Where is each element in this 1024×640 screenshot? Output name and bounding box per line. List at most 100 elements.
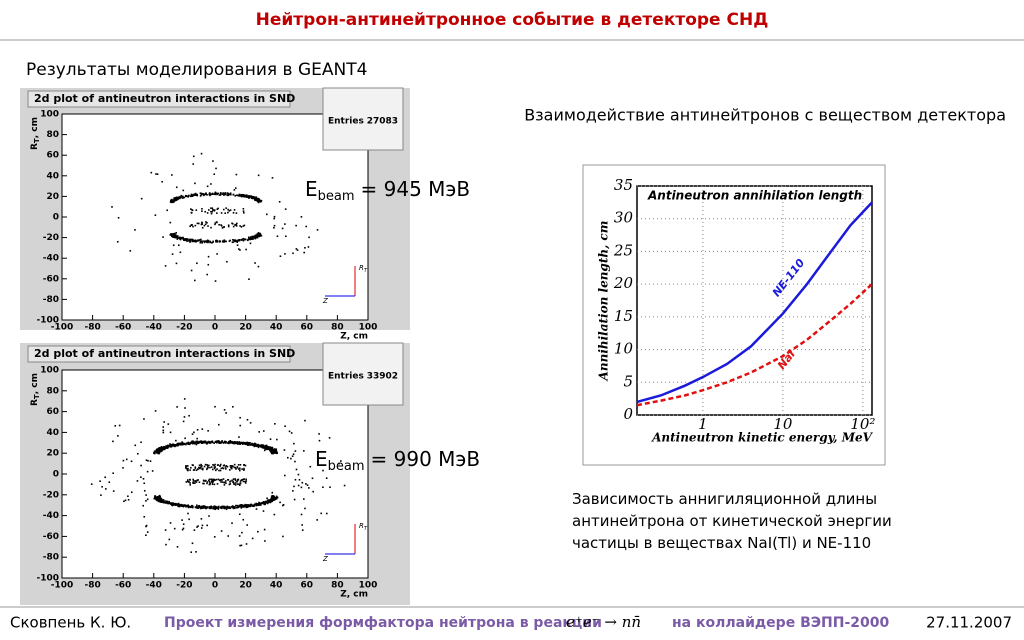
event-dot (247, 195, 250, 198)
event-dot (240, 194, 243, 196)
event-dot (269, 498, 272, 501)
event-dot (196, 442, 199, 445)
event-dot (112, 472, 114, 474)
event-dot (266, 497, 268, 500)
event-dot (189, 482, 191, 484)
event-dot (182, 236, 184, 239)
event-dot (190, 466, 192, 469)
event-dot (186, 468, 188, 471)
event-dot (184, 437, 186, 440)
y-tick-label: 100 (40, 366, 59, 376)
event-dot (284, 253, 286, 255)
event-dot (170, 234, 172, 236)
event-dot (207, 430, 209, 432)
event-dot (211, 479, 214, 482)
event-dot (206, 481, 209, 483)
event-dot (240, 479, 243, 482)
event-dot (180, 503, 183, 506)
event-dot (190, 239, 192, 241)
event-dot (193, 442, 195, 444)
event-dot (205, 507, 207, 509)
event-dot (191, 542, 194, 545)
event-dot (207, 466, 209, 469)
y-tick-label: -40 (43, 254, 59, 264)
event-dot (236, 222, 238, 225)
footer-project-end: на коллайдере ВЭПП-2000 (672, 615, 889, 631)
event-dot (156, 448, 159, 451)
event-dot (196, 193, 199, 196)
event-dot (243, 478, 245, 480)
event-dot (191, 440, 193, 443)
event-dot (213, 479, 215, 482)
event-dot (255, 235, 258, 237)
event-dot (192, 440, 195, 443)
event-dot (267, 447, 270, 449)
event-dot (262, 502, 264, 504)
event-dot (220, 224, 222, 226)
event-dot (208, 209, 210, 211)
event-dot (298, 478, 301, 481)
event-dot (199, 239, 201, 241)
event-dot (242, 195, 244, 198)
event-dot (300, 216, 303, 218)
event-dot (202, 480, 205, 482)
event-dot (282, 504, 284, 507)
event-dot (223, 409, 226, 411)
y-tick-label: -60 (43, 532, 59, 542)
event-dot (254, 443, 257, 445)
x-tick-label: -20 (176, 581, 192, 591)
event-dot (197, 441, 200, 444)
event-dot (125, 458, 128, 461)
event-dot (245, 443, 247, 445)
event-dot (232, 193, 235, 196)
event-dot (182, 196, 185, 199)
event-dot (271, 495, 274, 497)
event-dot (170, 503, 173, 506)
event-dot (219, 194, 222, 196)
event-dot (169, 502, 171, 504)
event-dot (219, 463, 222, 466)
event-dot (185, 504, 188, 507)
y-axis-label-unit: , cm (30, 373, 40, 394)
event-dot (242, 468, 245, 471)
x-tick-label: 20 (239, 323, 252, 333)
event-dot (183, 416, 186, 418)
event-dot (187, 467, 189, 470)
event-dot (191, 224, 193, 226)
event-dot (234, 479, 237, 482)
event-dot (266, 502, 269, 505)
event-dot (316, 229, 319, 231)
event-dot (228, 506, 231, 508)
event-dot (245, 478, 247, 481)
event-dot (250, 238, 252, 240)
event-dot (283, 474, 286, 477)
y-tick-label: -80 (43, 553, 59, 563)
event-dot (181, 443, 184, 445)
event-dot (253, 235, 255, 238)
event-dot (245, 506, 248, 509)
event-dot (243, 463, 245, 466)
event-dot (212, 209, 214, 211)
icon-r-label: RT (359, 264, 368, 274)
y-axis-label-main: R (30, 143, 40, 150)
event-dot (169, 234, 172, 236)
event-dot (194, 467, 197, 469)
event-dot (205, 442, 208, 444)
event-dot (140, 197, 143, 200)
event-dot (238, 239, 240, 242)
event-dot (174, 198, 176, 200)
event-dot (172, 444, 174, 446)
event-dot (208, 507, 211, 509)
event-dot (256, 444, 259, 446)
event-dot (240, 226, 243, 228)
event-dot (170, 502, 173, 504)
event-dot (275, 498, 278, 500)
event-dot (207, 239, 209, 242)
plot-title-box (27, 345, 291, 363)
event-dot (184, 442, 186, 445)
event-dot (201, 210, 203, 212)
event-dot (245, 504, 248, 507)
event-dot (254, 197, 257, 199)
x-axis-label: Z, cm (340, 590, 368, 600)
stats-label: Entries (328, 117, 364, 127)
